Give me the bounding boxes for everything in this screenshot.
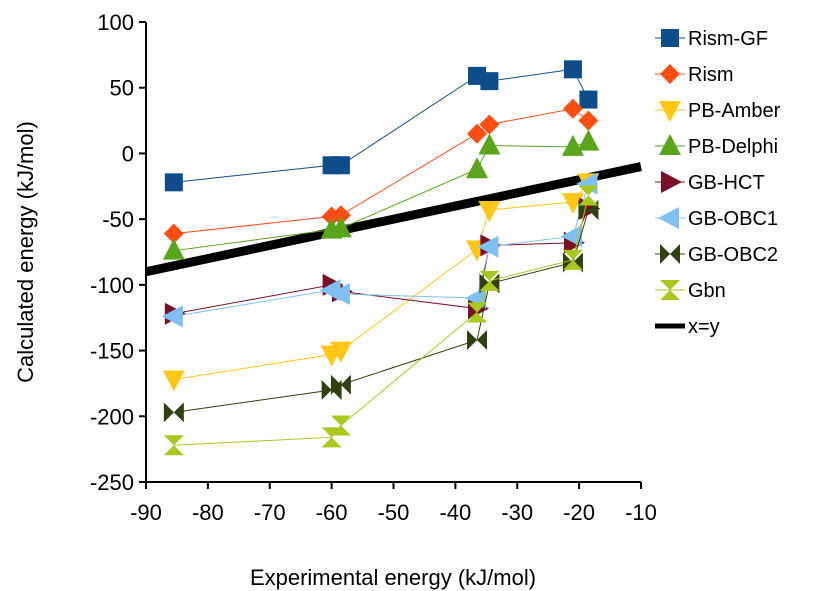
legend-label: PB-Amber [688, 100, 781, 122]
y-axis-title: Calculated energy (kJ/mol) [13, 121, 38, 383]
axes: -250 -200 -150 -100 -50 0 50 100 -90 -80 -70 -60 -50… [90, 10, 657, 525]
data-point [330, 205, 351, 226]
legend-item-gb-obc1: GB-OBC1 [655, 207, 778, 230]
data-point [479, 270, 500, 291]
series-pb-delphi [162, 129, 600, 260]
legend-marker [660, 280, 680, 300]
x-tick-label: -40 [439, 500, 471, 525]
series-line [173, 68, 589, 183]
legend-label: GB-OBC2 [688, 244, 778, 266]
series-gbn [163, 185, 599, 456]
data-point [563, 60, 582, 79]
legend-item-pb-amber: PB-Amber [655, 100, 781, 122]
y-tick-label: 0 [122, 141, 134, 166]
data-point [163, 223, 184, 244]
legend-item-x-y: x=y [655, 316, 720, 338]
data-point [578, 185, 599, 206]
data-point [163, 435, 184, 456]
y-tick-label: 50 [110, 76, 134, 101]
legend-item-gb-obc2: GB-OBC2 [655, 244, 778, 266]
y-tick-label: -250 [90, 470, 134, 495]
series-layer [145, 60, 642, 456]
legend-item-rism: Rism [655, 64, 734, 86]
legend-label: Gbn [688, 280, 726, 302]
data-point [562, 249, 583, 270]
legend-marker [659, 101, 681, 122]
data-point [331, 156, 350, 175]
data-point [162, 238, 185, 260]
series-rism-gf [164, 60, 598, 192]
data-point [163, 402, 184, 423]
legend-marker [661, 29, 679, 47]
data-point [162, 370, 185, 392]
legend-label: GB-OBC1 [688, 208, 778, 230]
series-x-y [145, 162, 642, 277]
data-point [467, 302, 488, 323]
data-point [466, 157, 489, 179]
x-tick-label: -60 [316, 500, 348, 525]
x-tick-label: -30 [501, 500, 533, 525]
series-line [173, 141, 589, 252]
x-tick-label: -90 [130, 500, 162, 525]
series-rism [163, 98, 599, 244]
series-line [173, 209, 589, 413]
data-point [480, 72, 499, 91]
x-tick-label: -70 [254, 500, 286, 525]
x-tick-label: -10 [625, 500, 657, 525]
data-point [560, 225, 582, 248]
x-tick-label: -80 [192, 500, 224, 525]
series-gb-hct [164, 197, 601, 325]
series-line [173, 108, 589, 235]
legend-label: Rism [688, 64, 734, 86]
data-point [561, 193, 584, 215]
y-tick-label: -100 [90, 273, 134, 298]
data-point [164, 173, 183, 192]
data-point [328, 283, 350, 306]
data-point [479, 114, 500, 135]
legend-item-gb-hct: GB-HCT [655, 171, 765, 194]
data-point [562, 98, 583, 119]
legend-label: GB-HCT [688, 172, 765, 194]
legend-marker [660, 244, 680, 264]
data-point [478, 200, 501, 222]
data-point [579, 90, 598, 109]
data-point [477, 235, 499, 258]
legend-marker [660, 64, 680, 84]
x-axis-title: Experimental energy (kJ/mol) [250, 565, 536, 590]
data-point [561, 134, 584, 156]
legend: Rism-GF Rism PB-Amber PB-Delphi GB-HCT GB-OBC… [655, 28, 781, 338]
y-tick-label: -200 [90, 404, 134, 429]
data-point [577, 129, 600, 151]
series-gb-obc1 [161, 172, 598, 328]
data-point [467, 330, 488, 351]
legend-item-rism-gf: Rism-GF [655, 28, 768, 50]
series-line [173, 182, 589, 380]
data-point [478, 133, 501, 155]
legend-marker [661, 171, 682, 193]
series-pb-amber [162, 173, 600, 392]
series-gb-obc2 [163, 199, 599, 423]
data-point [330, 415, 351, 436]
legend-item-pb-delphi: PB-Delphi [655, 134, 778, 158]
data-point [329, 216, 352, 238]
legend-label: x=y [688, 316, 720, 338]
x-tick-label: -50 [378, 500, 410, 525]
legend-label: PB-Delphi [688, 136, 778, 158]
y-tick-label: 100 [97, 10, 134, 35]
data-point [161, 305, 183, 328]
data-point [578, 110, 599, 131]
legend-item-gbn: Gbn [655, 280, 726, 302]
data-point [467, 123, 488, 144]
legend-marker [658, 207, 679, 229]
data-point [329, 341, 352, 363]
x-tick-label: -20 [563, 500, 595, 525]
series-line [145, 162, 642, 277]
legend-label: Rism-GF [688, 28, 768, 50]
y-tick-label: -150 [90, 339, 134, 364]
data-point [330, 374, 351, 395]
y-tick-label: -50 [102, 207, 134, 232]
legend-marker [659, 134, 681, 155]
